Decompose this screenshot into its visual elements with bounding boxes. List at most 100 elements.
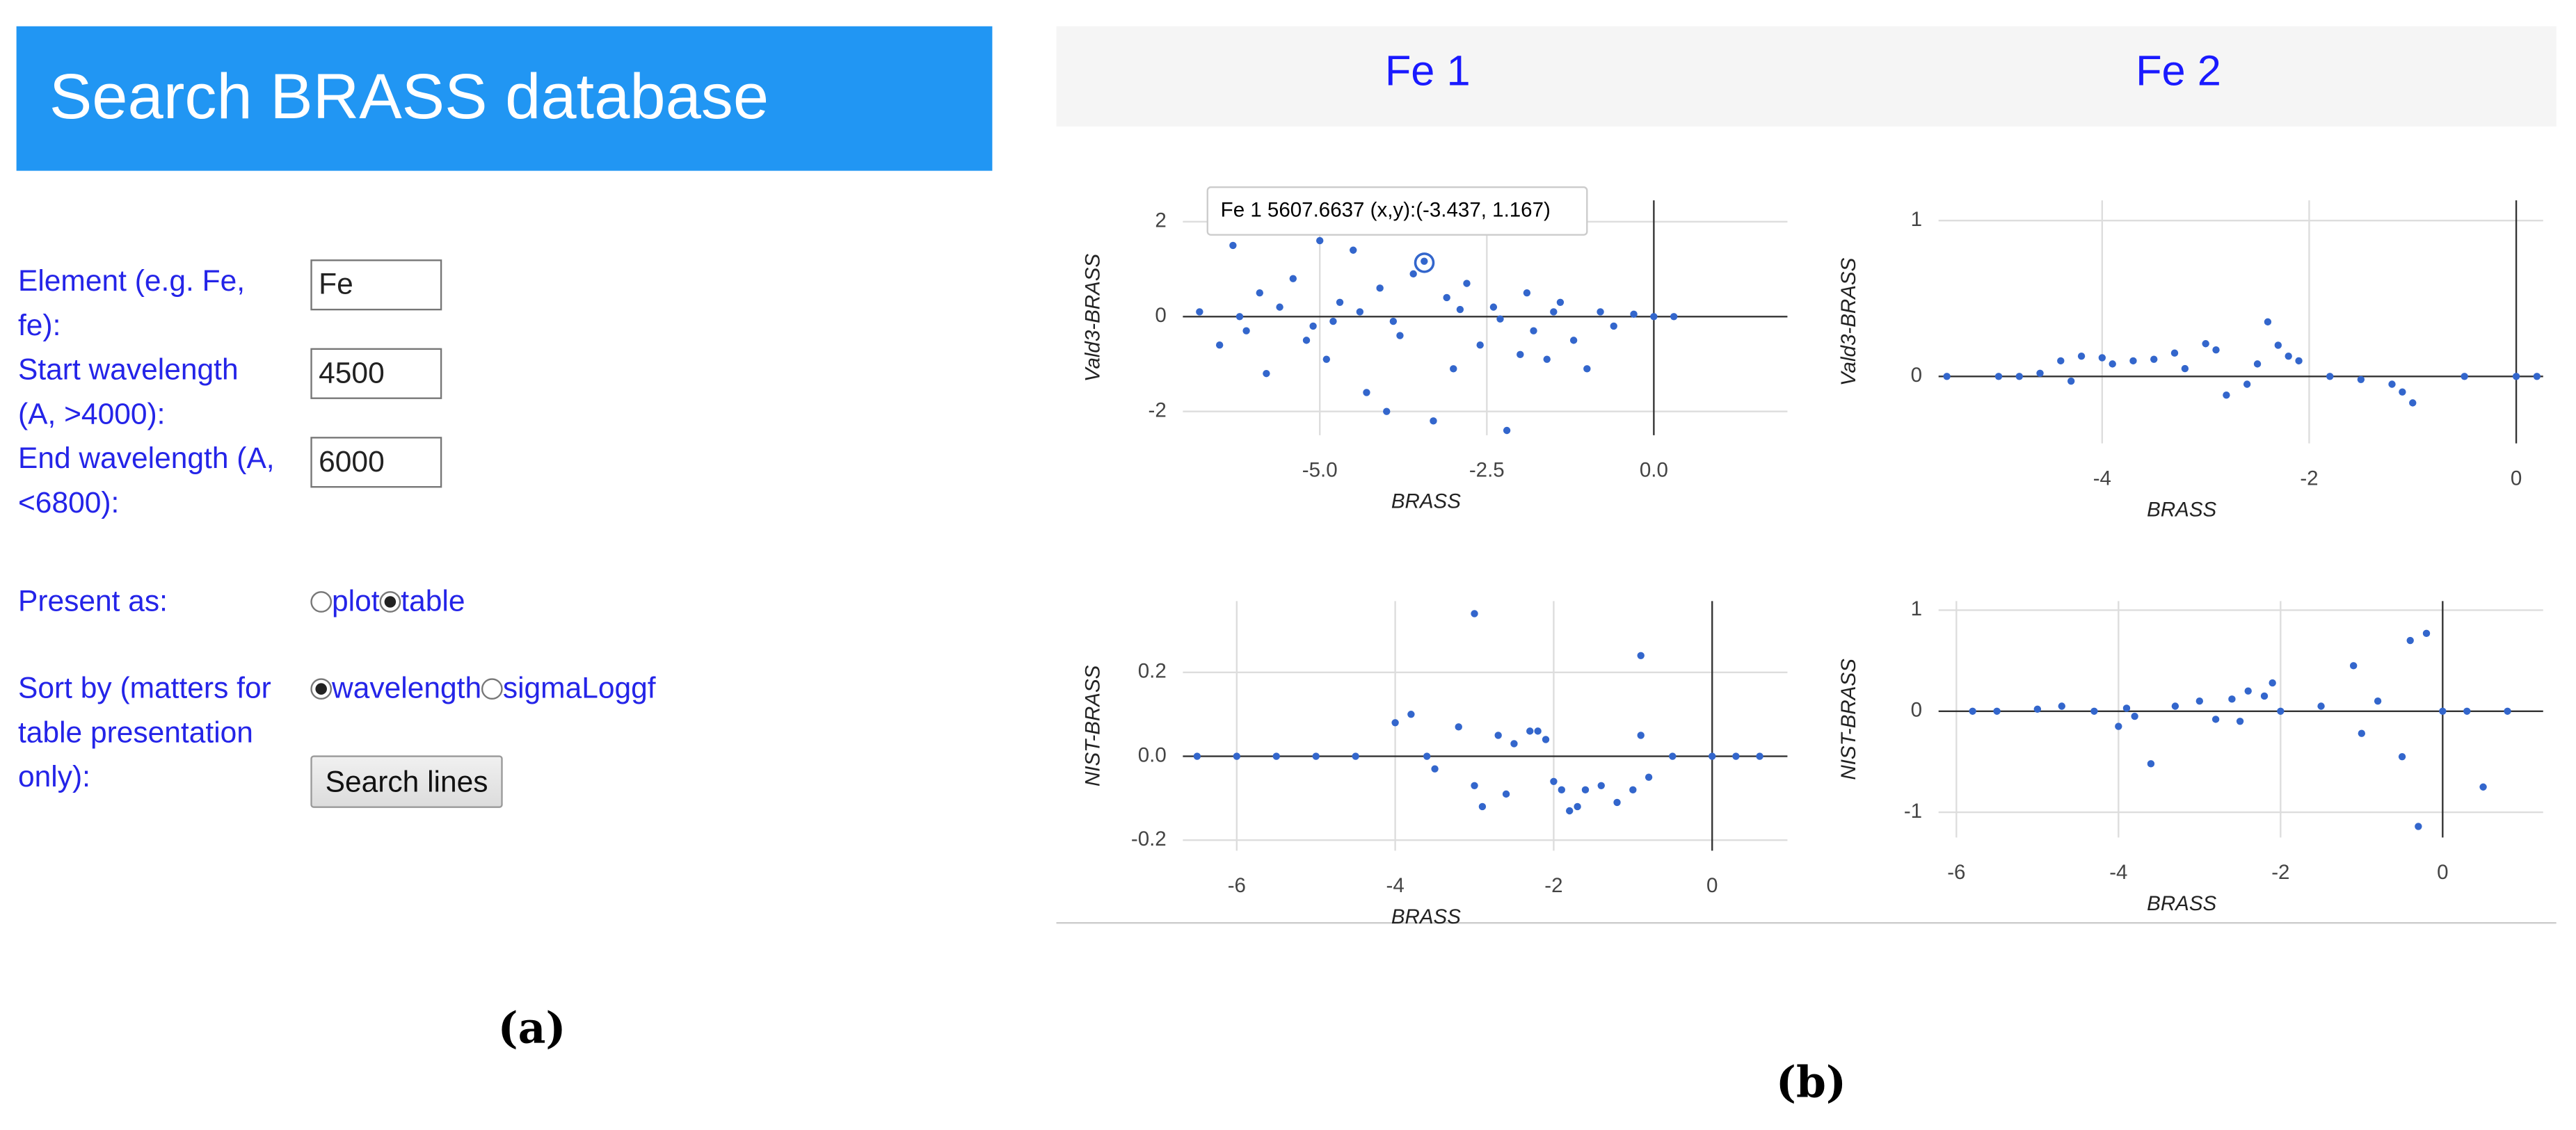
text-input[interactable]: 6000 — [310, 437, 442, 488]
point — [1396, 332, 1404, 339]
point — [1215, 341, 1224, 349]
point — [1637, 732, 1645, 739]
search-button[interactable]: Search lines — [310, 755, 503, 808]
point — [1629, 786, 1637, 794]
point — [2274, 341, 2282, 349]
point — [1566, 807, 1574, 815]
radio[interactable] — [481, 678, 503, 700]
point — [1943, 373, 1951, 380]
y-axis-title: NIST-BRASS — [1837, 659, 1860, 780]
x-tick-label: 0.0 — [1640, 459, 1668, 482]
radio-label[interactable]: table — [401, 584, 465, 618]
point — [1502, 790, 1510, 798]
point — [1256, 289, 1263, 297]
point — [2398, 752, 2406, 761]
point — [2504, 707, 2511, 715]
y-tick-label: 0 — [1911, 364, 1922, 387]
point — [2195, 697, 2204, 705]
point — [1969, 707, 1976, 715]
point — [2479, 783, 2487, 791]
point — [1363, 389, 1370, 396]
point — [2077, 352, 2086, 360]
point — [2388, 380, 2396, 388]
y-tick-label: 2 — [1155, 209, 1166, 232]
point — [1350, 246, 1357, 254]
radio[interactable] — [310, 678, 333, 700]
point — [1597, 308, 1604, 316]
point — [1517, 350, 1524, 359]
point — [2150, 355, 2158, 363]
point — [1309, 322, 1317, 330]
point — [1352, 752, 1359, 760]
point — [2349, 662, 2358, 670]
caption: (a) — [497, 1005, 566, 1055]
point — [2122, 704, 2131, 712]
point — [2223, 391, 2230, 399]
point — [2033, 705, 2042, 713]
y-tick-label: 0 — [1911, 699, 1922, 722]
radio-label[interactable]: sigmaLoggf — [502, 671, 656, 705]
point — [2422, 629, 2431, 638]
header-band — [1056, 26, 2557, 127]
point — [2399, 388, 2406, 396]
point — [1316, 236, 1324, 245]
point — [2409, 399, 2417, 407]
point — [1443, 293, 1450, 302]
form-title: Search BRASS database — [49, 62, 769, 134]
point — [2415, 823, 2422, 830]
hover-ring — [1414, 252, 1435, 273]
point — [2171, 702, 2179, 710]
point — [2211, 716, 2220, 723]
point — [1489, 303, 1498, 311]
point — [1409, 270, 1417, 278]
tooltip-text: Fe 1 5607.6637 (x,y):(-3.437, 1.167) — [1221, 198, 1551, 221]
y-axis-title: Vald3-BRASS — [1082, 254, 1105, 382]
radio-label[interactable]: wavelength — [332, 671, 482, 705]
point — [2374, 697, 2382, 705]
text-input[interactable]: 4500 — [310, 348, 442, 399]
point — [1272, 752, 1280, 760]
point — [1550, 777, 1558, 785]
point — [2212, 346, 2220, 354]
point — [1263, 369, 1270, 378]
point — [1650, 313, 1658, 321]
radio[interactable] — [310, 591, 333, 613]
point — [2260, 692, 2269, 700]
radio-label[interactable]: plot — [332, 584, 380, 618]
point — [1476, 341, 1484, 349]
point — [2269, 679, 2276, 687]
point — [2326, 373, 2334, 380]
point — [2181, 364, 2189, 373]
x-axis-title: BRASS — [2147, 892, 2216, 915]
point — [1302, 337, 1311, 344]
point — [1993, 707, 2001, 715]
point — [1630, 310, 1638, 318]
caption: (b) — [1775, 1059, 1846, 1109]
x-tick-label: -2.5 — [1469, 459, 1505, 482]
point — [2317, 702, 2325, 710]
point — [1463, 280, 1471, 287]
y-tick-label: 0.2 — [1138, 660, 1167, 683]
y-tick-label: -0.2 — [1131, 828, 1167, 850]
radio-group: plot table — [310, 580, 465, 624]
point — [1569, 337, 1578, 344]
field-label: Start wavelength (A, >4000): — [17, 353, 239, 430]
point — [1542, 736, 1550, 743]
y-tick-label: 1 — [1911, 208, 1922, 231]
field-label: Present as: — [17, 584, 168, 618]
point — [2202, 340, 2209, 348]
point — [1196, 308, 1203, 316]
point — [1543, 355, 1551, 363]
point — [2115, 723, 2122, 730]
radio[interactable] — [379, 591, 401, 613]
point — [2295, 357, 2303, 365]
x-tick-label: -6 — [1228, 874, 1246, 897]
point — [2236, 718, 2244, 725]
point — [1471, 610, 1478, 618]
point — [1637, 652, 1645, 659]
field-label: Sort by (matters for table presentation … — [17, 671, 271, 793]
text-input[interactable]: Fe — [310, 259, 442, 311]
point — [1383, 407, 1391, 415]
x-tick-label: 0 — [2511, 467, 2522, 490]
